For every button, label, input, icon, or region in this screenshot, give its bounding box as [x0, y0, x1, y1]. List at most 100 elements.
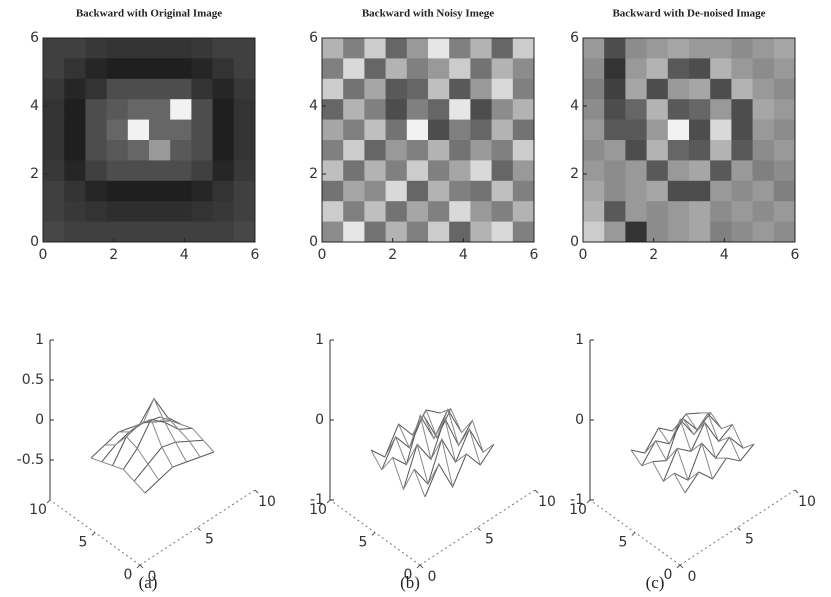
- y-tick-label: 10: [569, 502, 587, 518]
- axes-frame: [321, 37, 535, 243]
- heatmap-cell: [127, 78, 150, 100]
- surface-row: [673, 436, 744, 481]
- surface-column: [630, 449, 686, 494]
- heatmap-cell: [512, 201, 535, 223]
- heatmap-cell: [752, 221, 775, 243]
- heatmap-cell: [449, 58, 471, 80]
- heatmap-cell: [43, 99, 65, 121]
- surface-column: [425, 408, 481, 466]
- heatmap-cell: [470, 201, 493, 223]
- heatmap-cell: [170, 140, 192, 161]
- axes-frame: [582, 37, 796, 243]
- heatmap-cell: [689, 160, 711, 182]
- heatmap-cell: [170, 180, 192, 202]
- caption: (b): [400, 573, 420, 592]
- heatmap-cell: [731, 180, 754, 202]
- heatmap-cell: [43, 160, 65, 182]
- z-tick-label: 1: [315, 332, 324, 348]
- y-tick: [136, 564, 141, 569]
- surface-column: [90, 457, 146, 494]
- surface-column: [384, 435, 440, 486]
- x-tick-label: 0: [428, 569, 437, 585]
- heatmap-cell: [64, 221, 86, 243]
- surface-column: [411, 413, 467, 464]
- x-tick-label: 0: [318, 247, 327, 263]
- heatmap-cell: [233, 221, 256, 243]
- x-tick-label: 5: [745, 532, 754, 548]
- heatmap-cell: [646, 221, 669, 243]
- heatmap-cell: [604, 38, 626, 59]
- heatmap-cell: [428, 58, 450, 80]
- heatmap-cell: [43, 201, 65, 223]
- heatmap-cell: [127, 140, 150, 161]
- heatmap-cell: [689, 78, 711, 100]
- heatmap-cell: [149, 180, 171, 202]
- heatmap-cell: [364, 78, 387, 100]
- heatmap-cell: [731, 160, 754, 182]
- heatmap-cell: [512, 160, 535, 182]
- heatmap-cell: [583, 119, 605, 141]
- heatmap-cell: [149, 119, 171, 141]
- heatmap-cell: [773, 201, 796, 223]
- heatmap-cell: [583, 38, 605, 59]
- surface-column: [672, 417, 727, 459]
- heatmap-cell: [406, 38, 429, 59]
- heatmap-cell: [385, 99, 408, 121]
- heatmap-cell: [583, 180, 605, 202]
- heatmap-cell: [667, 160, 690, 182]
- heatmap-cell: [646, 201, 669, 223]
- surface-column: [146, 417, 201, 458]
- chart-title: Backward with Original Image: [76, 8, 222, 20]
- heatmap-cell: [322, 201, 344, 223]
- heatmap-cell: [689, 99, 711, 121]
- heatmap-cell: [385, 58, 408, 80]
- heatmap-cell: [646, 160, 669, 182]
- heatmap-cell: [512, 140, 535, 161]
- y-tick: [676, 564, 681, 569]
- x-tick: [419, 564, 424, 569]
- heatmap-cell: [512, 119, 535, 141]
- heatmap-cell: [212, 140, 235, 161]
- x-tick-label: 2: [109, 247, 118, 263]
- heatmap-cell: [449, 38, 471, 59]
- heatmap-cell: [64, 160, 86, 182]
- heatmap-cell: [106, 38, 129, 59]
- heatmap-cell: [583, 221, 605, 243]
- heatmap-cell: [127, 201, 150, 223]
- heatmap-cell: [170, 99, 192, 121]
- surface-column: [685, 412, 741, 462]
- chart-title: Backward with De-noised Image: [612, 8, 765, 20]
- heatmap-cell: [64, 78, 86, 100]
- x-tick-label: 10: [258, 494, 276, 510]
- heatmap-cell: [667, 201, 690, 223]
- heatmap-cell: [343, 78, 365, 100]
- y-tick: [91, 532, 96, 536]
- x-tick-label: 6: [791, 247, 800, 263]
- heatmap-cell: [85, 201, 108, 223]
- heatmap-cell: [752, 140, 775, 161]
- heatmap-cell: [343, 221, 365, 243]
- heatmap-cell: [343, 38, 365, 59]
- heatmap-cell: [85, 58, 108, 80]
- heatmap-cell: [449, 180, 471, 202]
- x-tick: [254, 489, 259, 494]
- heatmap-cell: [212, 99, 235, 121]
- surface-column: [398, 413, 454, 488]
- heatmap-cell: [364, 119, 387, 141]
- y-tick-label: 0: [309, 234, 318, 250]
- heatmap-cell: [406, 78, 429, 100]
- heatmap-cell: [512, 221, 535, 243]
- heatmap-cell: [212, 38, 235, 59]
- heatmap-cell: [773, 160, 796, 182]
- heatmap-cell: [625, 140, 648, 161]
- heatmap-cell: [233, 99, 256, 121]
- heatmap-cell: [106, 221, 129, 243]
- heatmap-cell: [773, 38, 796, 59]
- heatmap-cell: [385, 119, 408, 141]
- heatmap-cell: [212, 58, 235, 80]
- z-tick-label: -1: [570, 492, 584, 508]
- heatmap-cell: [85, 180, 108, 202]
- y-tick-label: 4: [30, 98, 39, 114]
- heatmap-cell: [406, 119, 429, 141]
- heatmap-cell: [364, 38, 387, 59]
